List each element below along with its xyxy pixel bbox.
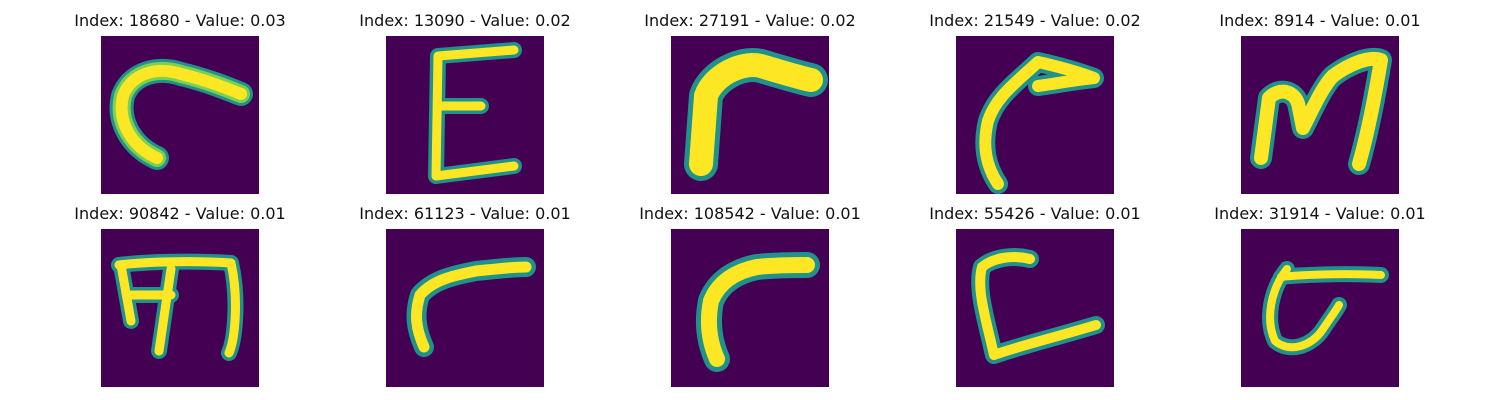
panel: Index: 61123 - Value: 0.01: [350, 203, 580, 387]
panel: Index: 8914 - Value: 0.01: [1205, 10, 1435, 194]
panel-title: Index: 55426 - Value: 0.01: [929, 204, 1141, 223]
panel-title: Index: 18680 - Value: 0.03: [74, 11, 286, 30]
panel: Index: 27191 - Value: 0.02: [635, 10, 865, 194]
panel: Index: 108542 - Value: 0.01: [635, 203, 865, 387]
panel-title: Index: 13090 - Value: 0.02: [359, 11, 571, 30]
panel-title: Index: 31914 - Value: 0.01: [1214, 204, 1426, 223]
digit-image: [671, 229, 829, 387]
digit-image: [671, 36, 829, 194]
panel-title: Index: 108542 - Value: 0.01: [639, 204, 861, 223]
panel: Index: 21549 - Value: 0.02: [920, 10, 1150, 194]
panel-title: Index: 21549 - Value: 0.02: [929, 11, 1141, 30]
panel: Index: 90842 - Value: 0.01: [65, 203, 295, 387]
panel-title: Index: 61123 - Value: 0.01: [359, 204, 571, 223]
panel: Index: 55426 - Value: 0.01: [920, 203, 1150, 387]
digit-image: [1241, 229, 1399, 387]
panel-title: Index: 8914 - Value: 0.01: [1219, 11, 1421, 30]
panel: Index: 31914 - Value: 0.01: [1205, 203, 1435, 387]
digit-image: [1241, 36, 1399, 194]
digit-image: [386, 36, 544, 194]
digit-image: [956, 229, 1114, 387]
panel: Index: 18680 - Value: 0.03: [65, 10, 295, 194]
digit-image: [101, 229, 259, 387]
digit-image: [101, 36, 259, 194]
panel: Index: 13090 - Value: 0.02: [350, 10, 580, 194]
panel-title: Index: 27191 - Value: 0.02: [644, 11, 856, 30]
panel-title: Index: 90842 - Value: 0.01: [74, 204, 286, 223]
digit-image: [956, 36, 1114, 194]
digit-image: [386, 229, 544, 387]
